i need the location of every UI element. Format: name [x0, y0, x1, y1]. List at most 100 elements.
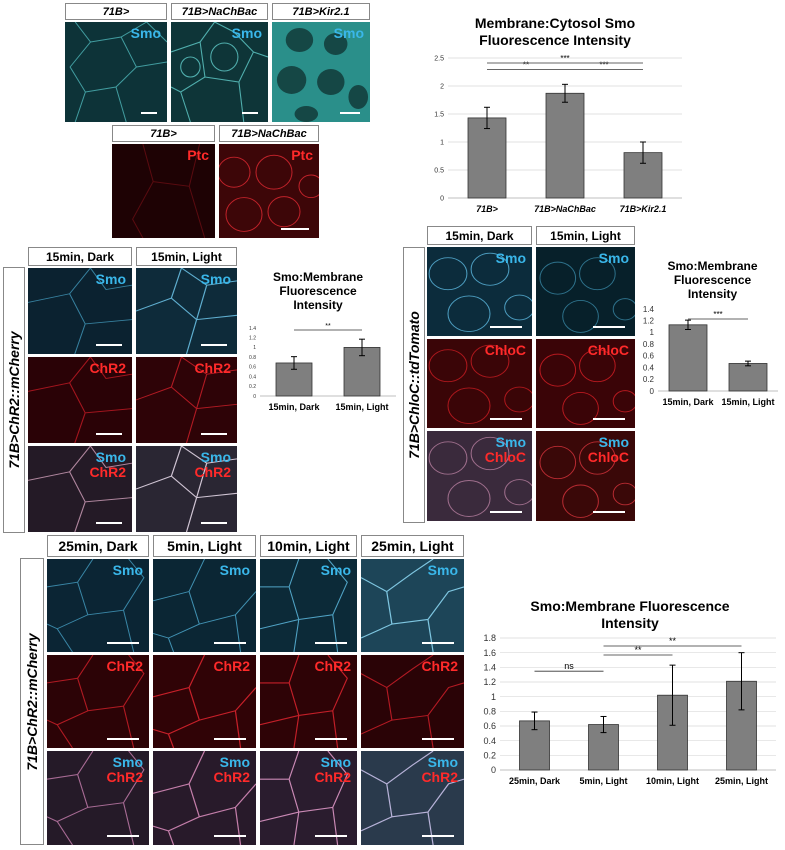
label-smo: Smo	[219, 562, 250, 578]
significance-label: **	[634, 645, 642, 655]
micrograph-d-smo-10light: Smo	[260, 559, 357, 652]
micrograph-b-chr2-light: ChR2	[136, 357, 237, 443]
label-chr2: ChR2	[89, 464, 126, 480]
micrograph-d-smo-5light: Smo	[153, 559, 256, 652]
header-15min-light: 15min, Light	[136, 247, 237, 266]
label-smo: Smo	[95, 449, 126, 465]
label-chr2: ChR2	[314, 769, 351, 785]
header-71b: 71B>	[65, 3, 167, 20]
scale-bar	[315, 835, 347, 837]
significance-label: **	[669, 636, 677, 646]
label-smo: Smo	[495, 434, 526, 450]
y-tick-label: 0.8	[643, 340, 655, 349]
label-ptc: Ptc	[187, 147, 209, 163]
chart3-bar-chart: 0 0.2 0.4 0.6 0.8 1 1.2 1.4 15min, Dark 15min, Li…	[643, 305, 778, 407]
label-smo: Smo	[231, 25, 262, 41]
chart2-title: Smo:Membrane Fluorescence Intensity	[272, 270, 364, 312]
scale-bar	[593, 326, 625, 328]
micrograph-d-smo-25dark: Smo	[47, 559, 149, 652]
header-d-25min-dark: 25min, Dark	[47, 535, 149, 557]
label-smo: Smo	[112, 562, 143, 578]
scale-bar	[201, 433, 227, 435]
bar	[668, 324, 708, 392]
scale-bar	[96, 344, 122, 346]
scale-bar	[214, 642, 246, 644]
y-tick-label: 1	[491, 692, 496, 702]
scale-bar	[96, 433, 122, 435]
header-71b-nachbac: 71B>NaChBac	[171, 3, 268, 20]
label-smo: Smo	[427, 562, 458, 578]
label-chr2: ChR2	[421, 769, 458, 785]
label-smo: Smo	[333, 25, 364, 41]
significance-label: **	[325, 323, 331, 330]
y-tick-label: 1.2	[483, 677, 496, 687]
y-tick-label: 1	[440, 139, 444, 146]
header-c-15min-dark: 15min, Dark	[427, 226, 532, 245]
y-tick-label: 1	[253, 345, 256, 351]
label-chr2: ChR2	[421, 658, 458, 674]
label-smo: Smo	[495, 250, 526, 266]
scale-bar	[281, 228, 309, 230]
y-tick-label: 0	[440, 195, 444, 202]
category-label: 15min, Dark	[662, 397, 714, 407]
header-d-5min-light: 5min, Light	[153, 535, 256, 557]
y-tick-label: 1.4	[249, 326, 256, 332]
category-label: 25min, Dark	[509, 776, 561, 786]
significance-label: ns	[564, 661, 574, 671]
scale-bar	[593, 418, 625, 420]
micrograph-d-chr2-10light: ChR2	[260, 655, 357, 748]
micrograph-d-merge-5light: Smo ChR2	[153, 751, 256, 845]
y-tick-label: 1.5	[434, 111, 444, 118]
label-ptc: Ptc	[291, 147, 313, 163]
label-chloc: ChloC	[484, 342, 526, 358]
scale-bar	[490, 511, 522, 513]
label-chr2: ChR2	[213, 769, 250, 785]
micrograph-nachbac-smo: Smo	[171, 22, 268, 122]
y-tick-label: 0.8	[483, 706, 496, 716]
significance-label: ***	[560, 54, 569, 63]
y-tick-label: 0.4	[249, 374, 256, 380]
micrograph-c-chloc-light: ChloC	[536, 339, 635, 428]
scale-bar	[141, 112, 157, 114]
y-tick-label: 2.5	[434, 55, 444, 62]
bar	[467, 117, 507, 199]
label-chr2: ChR2	[194, 360, 231, 376]
scale-bar	[96, 522, 122, 524]
micrograph-b-merge-dark: Smo ChR2	[28, 446, 132, 532]
scale-bar	[107, 835, 139, 837]
scale-bar	[214, 738, 246, 740]
y-tick-label: 0.6	[483, 721, 496, 731]
y-tick-label: 1.2	[643, 317, 655, 326]
y-tick-label: 0.2	[643, 375, 655, 384]
category-label: 71B>Kir2.1	[620, 204, 667, 214]
micrograph-b-smo-dark: Smo	[28, 268, 132, 354]
y-tick-label: 2	[440, 83, 444, 90]
label-smo: Smo	[427, 754, 458, 770]
micrograph-d-smo-25light: Smo	[361, 559, 464, 652]
y-tick-label: 0	[491, 765, 496, 775]
scale-bar	[422, 738, 454, 740]
micrograph-d-chr2-25light: ChR2	[361, 655, 464, 748]
micrograph-b-smo-light: Smo	[136, 268, 237, 354]
header-d-25min-light: 25min, Light	[361, 535, 464, 557]
y-tick-label: 0.8	[249, 355, 256, 361]
micrograph-d-chr2-5light: ChR2	[153, 655, 256, 748]
y-tick-label: 1.4	[643, 305, 655, 314]
category-label: 15min, Dark	[268, 402, 320, 412]
label-chr2: ChR2	[194, 464, 231, 480]
label-smo: Smo	[320, 562, 351, 578]
label-chr2: ChR2	[89, 360, 126, 376]
y-tick-label: 0.6	[643, 352, 655, 361]
scale-bar	[201, 344, 227, 346]
label-smo: Smo	[598, 250, 629, 266]
label-smo: Smo	[95, 271, 126, 287]
y-tick-label: 1.8	[483, 633, 496, 643]
significance-label: **	[523, 60, 529, 69]
header-15min-dark: 15min, Dark	[28, 247, 132, 266]
micrograph-d-chr2-25dark: ChR2	[47, 655, 149, 748]
header-ptc-71b: 71B>	[112, 125, 215, 142]
chart1-title: Membrane:Cytosol Smo Fluorescence Intensi…	[474, 15, 636, 48]
micrograph-c-merge-dark: Smo ChloC	[427, 431, 532, 521]
significance-label: ***	[713, 310, 722, 319]
